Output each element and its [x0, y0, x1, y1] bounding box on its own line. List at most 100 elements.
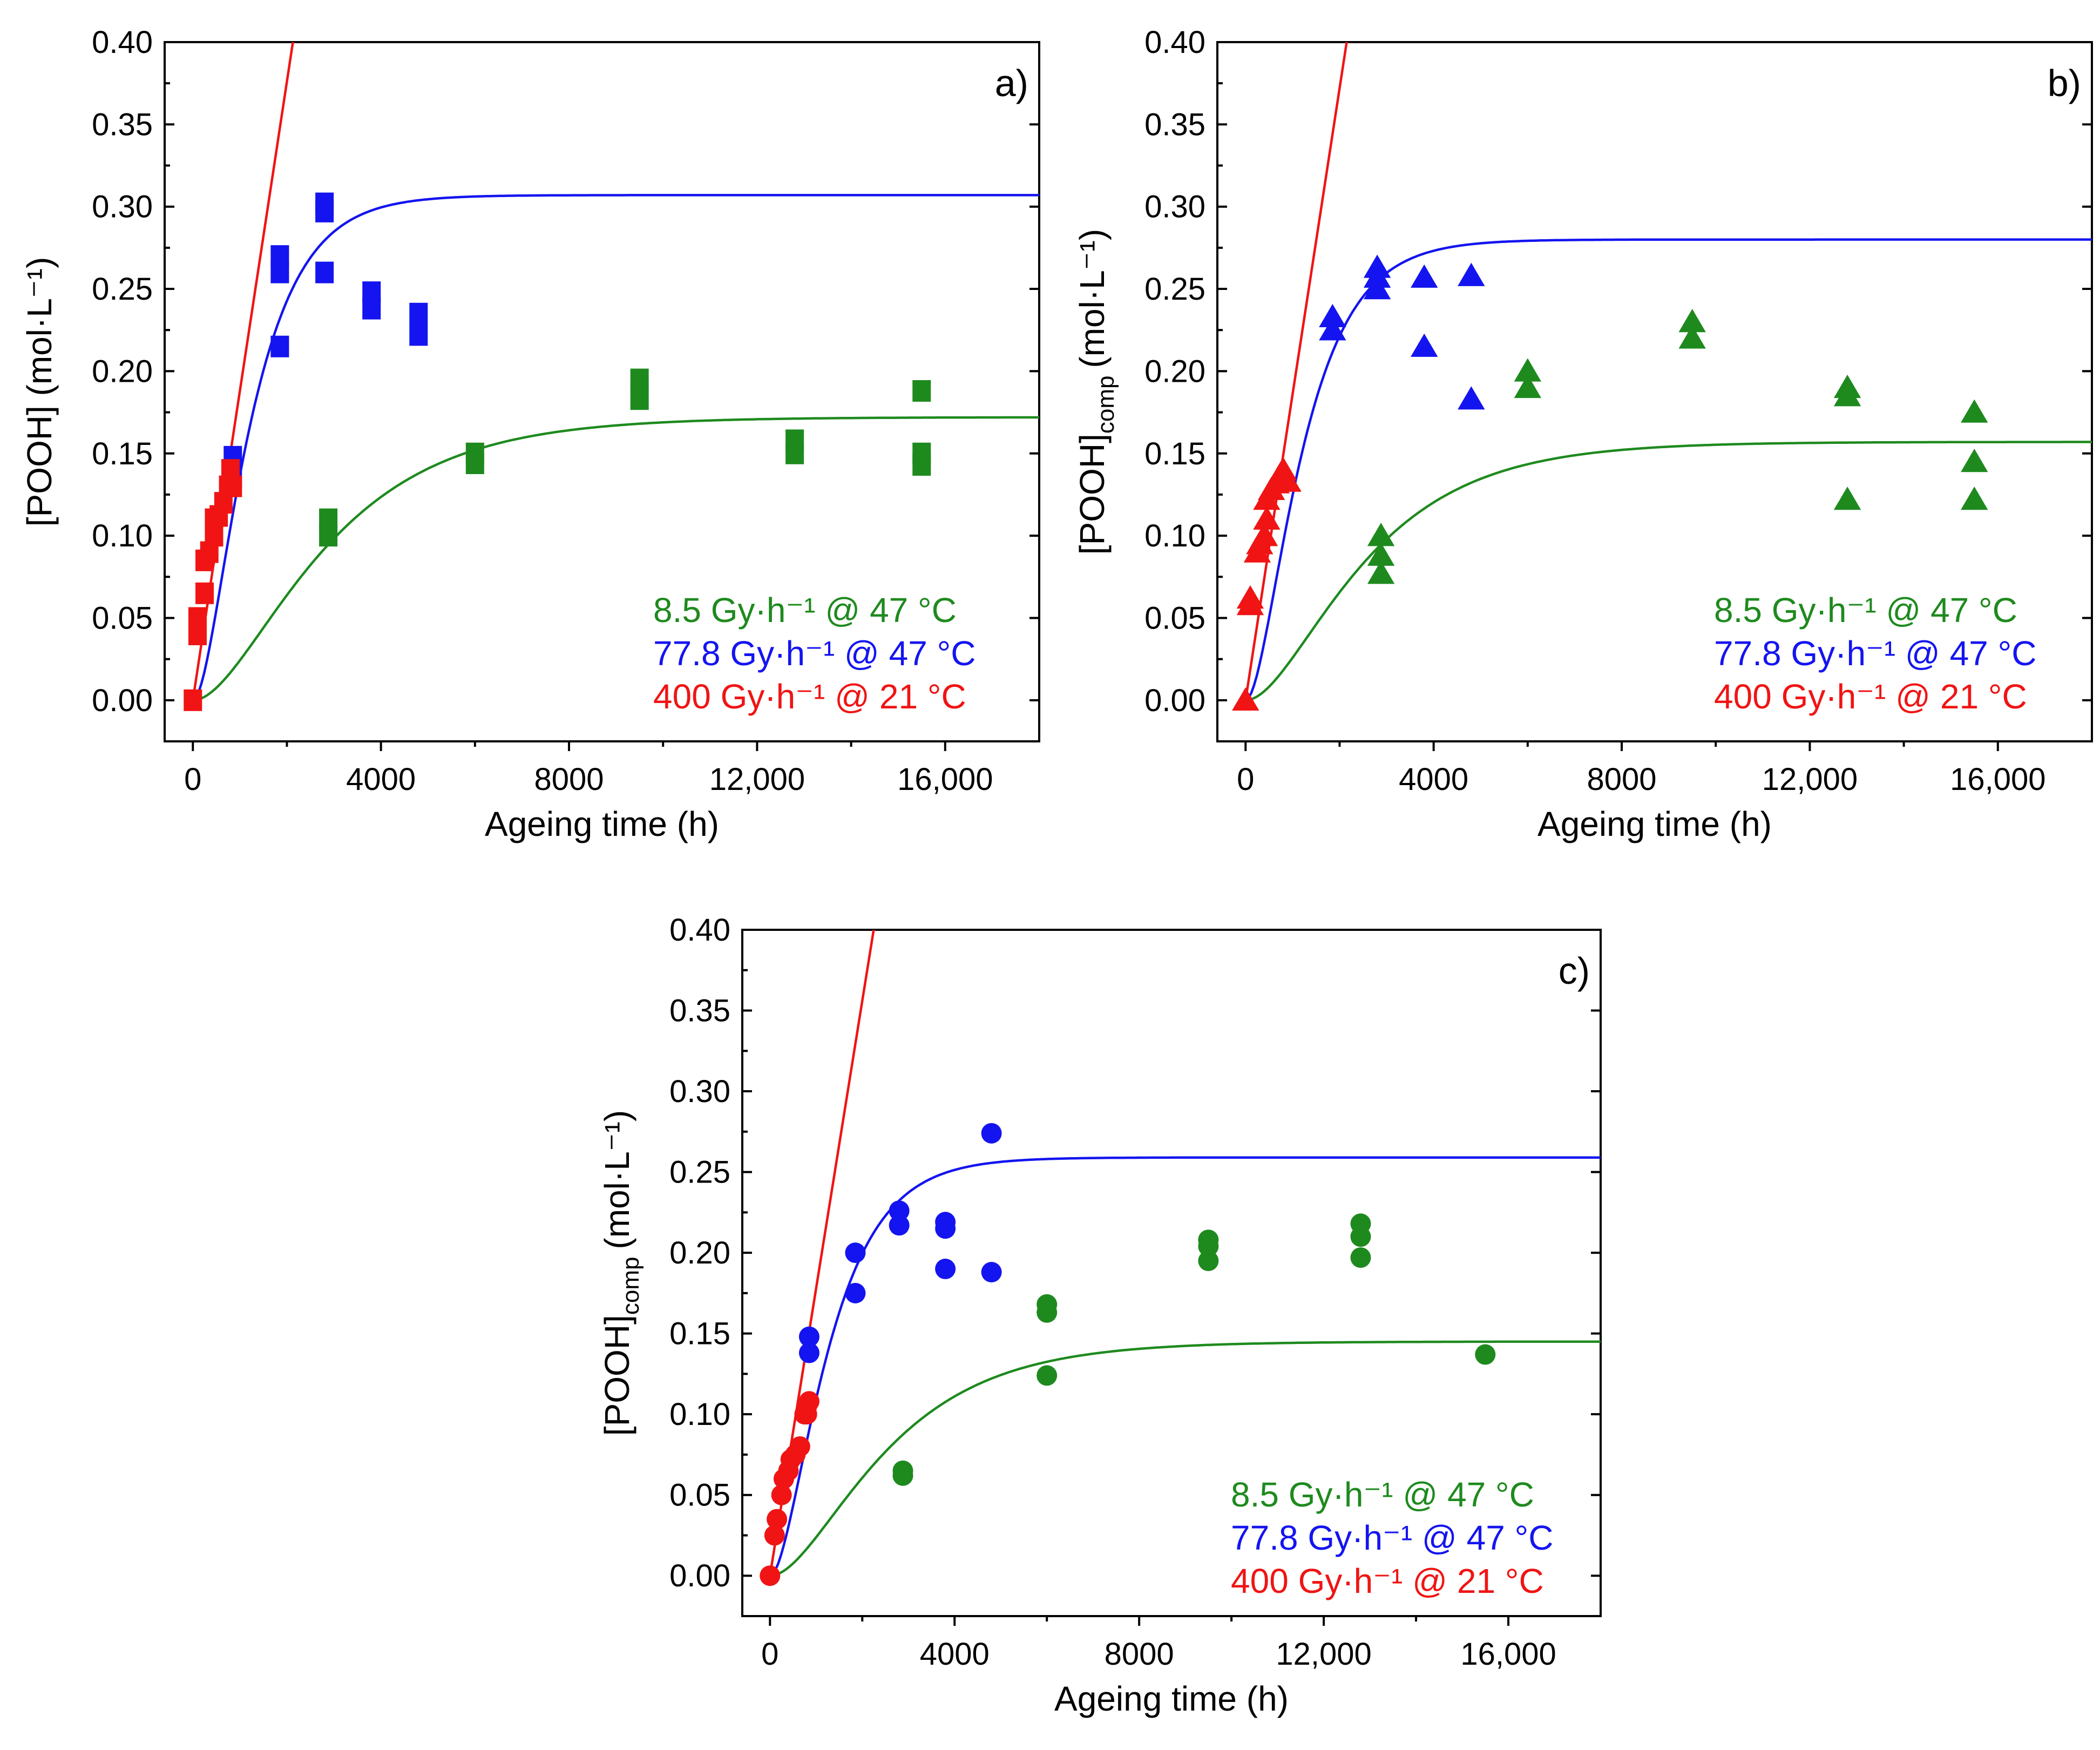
data-point-red: [1232, 687, 1259, 711]
y-tick-label: 0.10: [669, 1397, 730, 1432]
y-tick-label: 0.00: [669, 1558, 730, 1593]
plot-frame: [164, 41, 1040, 742]
x-tick-label: 4000: [1399, 762, 1468, 797]
data-point-blue: [981, 1123, 1002, 1144]
data-point-red: [796, 1404, 817, 1425]
data-point-red: [789, 1436, 810, 1457]
data-point-blue: [1411, 333, 1438, 357]
data-point-green: [892, 1465, 913, 1486]
y-tick-label: 0.20: [1144, 354, 1205, 389]
x-tick-label: 0: [184, 762, 201, 797]
y-tick-label: 0.25: [669, 1155, 730, 1190]
y-tick-label: 0.05: [92, 600, 153, 636]
data-point-green: [1350, 1247, 1371, 1268]
data-point-green: [1961, 399, 1988, 423]
data-point-green: [630, 388, 649, 410]
x-tick-label: 12,000: [709, 762, 805, 797]
data-point-red: [1274, 468, 1302, 492]
x-axis-title: Ageing time (h): [1537, 805, 1772, 843]
y-tick-label: 0.15: [92, 436, 153, 471]
y-tick-label: 0.10: [92, 518, 153, 553]
plot-frame: [741, 929, 1602, 1617]
data-point-blue: [1458, 262, 1485, 286]
legend-entry-red: 400 Gy·h⁻¹ @ 21 °C: [1231, 1562, 1544, 1600]
data-point-blue: [981, 1262, 1002, 1283]
data-point-blue: [409, 324, 428, 346]
y-tick-label: 0.35: [669, 994, 730, 1029]
y-axis-title: [POOH] (mol·L⁻¹): [20, 257, 59, 527]
panel-label-a: a): [995, 62, 1028, 104]
x-axis-title: Ageing time (h): [485, 805, 719, 843]
y-axis-title: [POOH]comp(mol·L⁻¹): [1073, 229, 1119, 555]
panel-b: 0.00 0.05 0.10 0.15 0.20 0.25 0.30 0.35 0.40 0 400…: [1073, 25, 2093, 843]
y-tick-label: 0.30: [1144, 190, 1205, 225]
y-tick-label: 0.40: [1144, 25, 1205, 60]
legend-entry-blue: 77.8 Gy·h⁻¹ @ 47 °C: [1231, 1518, 1553, 1557]
data-point-red: [760, 1565, 781, 1586]
x-tick-label: 0: [1237, 762, 1254, 797]
legend-entry-green: 8.5 Gy·h⁻¹ @ 47 °C: [1714, 591, 2017, 630]
data-point-red: [195, 582, 214, 604]
data-point-blue: [1411, 264, 1438, 288]
x-tick-label: 16,000: [1460, 1637, 1556, 1672]
x-tick-label: 16,000: [1950, 762, 2045, 797]
y-tick-label: 0.30: [669, 1074, 730, 1109]
y-tick-label: 0.30: [92, 190, 153, 225]
data-point-blue: [798, 1342, 819, 1363]
x-tick-label: 8000: [1587, 762, 1657, 797]
x-tick-label: 16,000: [897, 762, 993, 797]
legend-entry-green: 8.5 Gy·h⁻¹ @ 47 °C: [1231, 1475, 1534, 1514]
data-point-green: [1514, 358, 1542, 382]
data-point-blue: [362, 298, 381, 320]
data-point-green: [1198, 1236, 1219, 1257]
data-point-red: [223, 475, 242, 497]
data-point-green: [912, 454, 931, 476]
data-point-green: [1367, 523, 1395, 546]
y-tick-label: 0.25: [92, 272, 153, 307]
panel-label-b: b): [2048, 62, 2081, 104]
y-tick-label: 0.15: [669, 1316, 730, 1352]
legend-entry-red: 400 Gy·h⁻¹ @ 21 °C: [653, 677, 966, 716]
data-point-red: [1250, 523, 1278, 546]
data-point-blue: [798, 1326, 819, 1347]
fit-curve-green: [770, 1340, 1601, 1577]
plot-frame: [1216, 41, 2093, 742]
data-point-green: [1833, 487, 1861, 510]
data-point-green: [1037, 1365, 1058, 1386]
data-point-blue: [845, 1242, 866, 1263]
y-tick-label: 0.40: [669, 913, 730, 948]
data-point-red: [1253, 506, 1281, 530]
fit-curve-red: [192, 42, 294, 701]
data-point-green: [1678, 325, 1706, 349]
data-point-blue: [889, 1200, 910, 1221]
data-point-blue: [1363, 276, 1391, 300]
x-tick-label: 12,000: [1276, 1637, 1371, 1672]
y-tick-label: 0.35: [1144, 107, 1205, 142]
panel-a: 0.00 0.05 0.10 0.15 0.20 0.25 0.30 0.35 0.40 0 400…: [20, 25, 1040, 843]
data-point-blue: [270, 261, 289, 283]
x-tick-label: 8000: [534, 762, 604, 797]
y-tick-label: 0.25: [1144, 272, 1205, 307]
data-point-green: [912, 380, 931, 402]
y-tick-label: 0.00: [1144, 683, 1205, 718]
data-point-blue: [409, 302, 428, 325]
panel-c: 0.00 0.05 0.10 0.15 0.20 0.25 0.30 0.35 0.40 0 400…: [598, 913, 1602, 1718]
legend-entry-blue: 77.8 Gy·h⁻¹ @ 47 °C: [653, 634, 976, 673]
fit-curve-blue: [769, 1156, 1601, 1577]
data-point-blue: [315, 200, 334, 222]
data-point-blue: [845, 1282, 866, 1303]
x-axis-title: Ageing time (h): [1054, 1679, 1289, 1718]
data-point-blue: [1319, 317, 1346, 341]
data-point-green: [465, 452, 484, 475]
data-point-red: [764, 1525, 785, 1546]
data-point-green: [1367, 560, 1395, 584]
data-point-green: [785, 442, 804, 464]
data-point-blue: [270, 335, 289, 357]
data-point-green: [1350, 1226, 1371, 1247]
data-point-green: [319, 525, 338, 547]
fit-curve-red: [1244, 42, 1348, 701]
y-tick-label: 0.00: [92, 683, 153, 718]
data-point-blue: [935, 1218, 956, 1239]
data-point-blue: [935, 1259, 956, 1280]
